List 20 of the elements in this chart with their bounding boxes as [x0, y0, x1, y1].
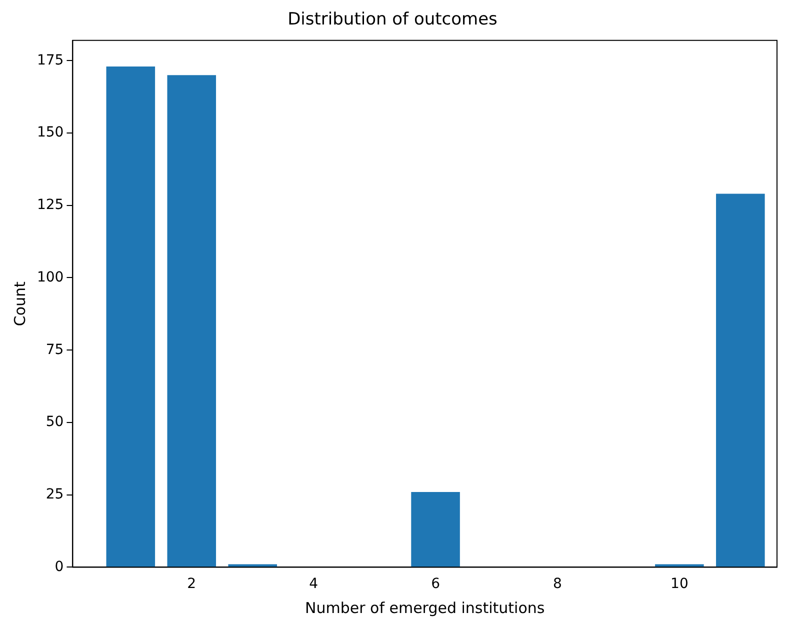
- y-tick-label: 125: [36, 197, 64, 214]
- y-tick-label: 175: [36, 52, 64, 68]
- y-tick-label: 150: [36, 124, 64, 141]
- chart-title: Distribution of outcomes: [288, 10, 498, 30]
- y-axis-title: Count: [10, 281, 29, 326]
- y-tick-label: 100: [36, 269, 64, 286]
- x-tick-label: 8: [553, 576, 562, 592]
- x-axis-title: Number of emerged institutions: [304, 598, 545, 617]
- x-tick-label: 6: [431, 576, 440, 592]
- bar: [106, 66, 156, 567]
- y-tick-label: 25: [46, 486, 64, 502]
- x-tick-label: 10: [670, 576, 688, 592]
- x-tick-label: 4: [309, 576, 318, 592]
- y-tick-label: 50: [46, 414, 64, 430]
- bar: [716, 194, 765, 567]
- y-tick-label: 75: [46, 342, 64, 358]
- x-tick-label: 2: [187, 576, 196, 592]
- bar: [167, 75, 216, 567]
- y-tick-label: 0: [54, 558, 64, 575]
- bar: [411, 492, 460, 567]
